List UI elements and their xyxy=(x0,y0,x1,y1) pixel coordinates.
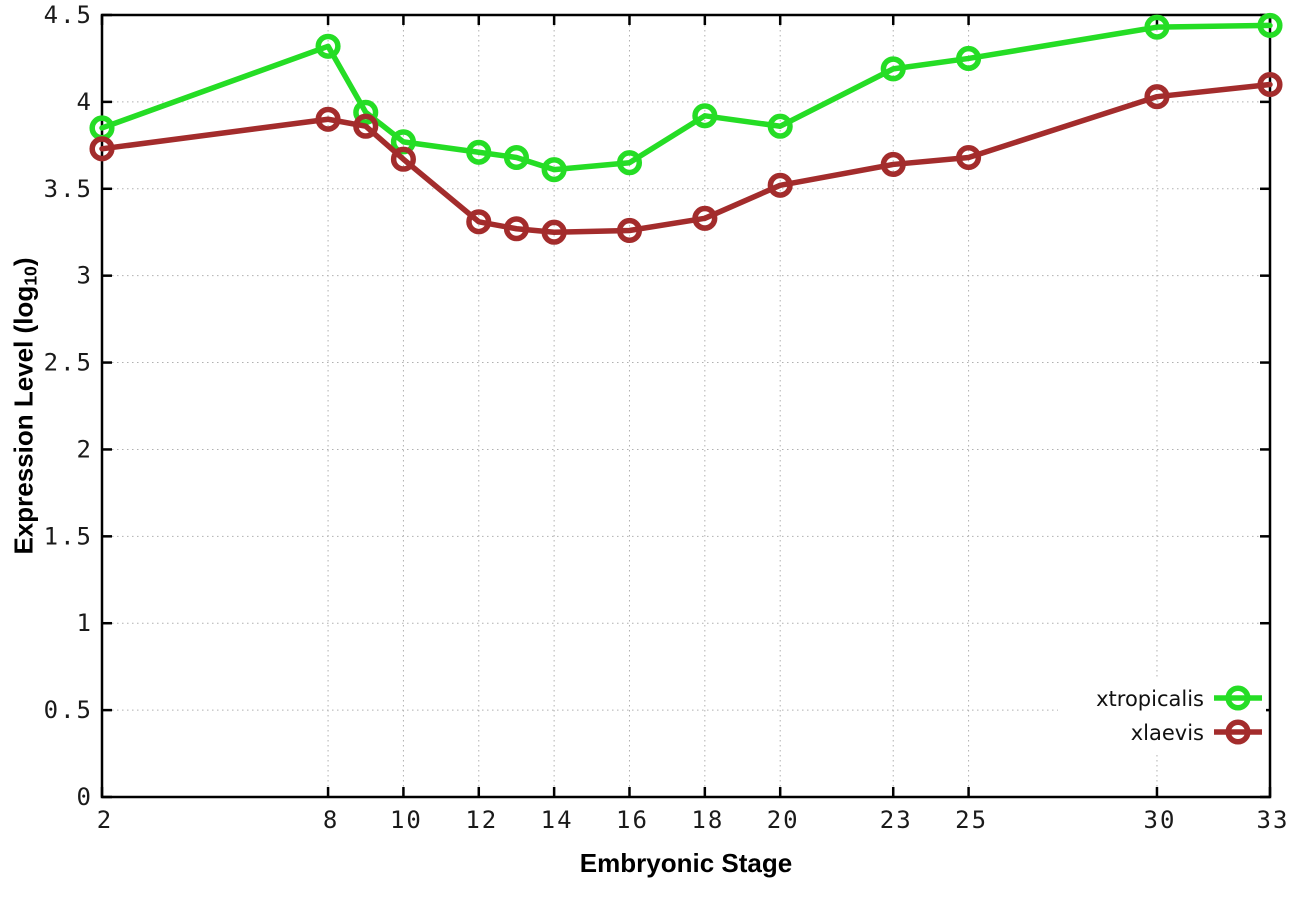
x-axis-title: Embryonic Stage xyxy=(579,848,793,878)
x-tick-label-25: 25 xyxy=(955,806,988,834)
marker-xtropicalis-stage-8 xyxy=(315,33,341,59)
y-tick-label-4.5: 4.5 xyxy=(44,1,93,29)
marker-xlaevis-stage-18 xyxy=(692,205,718,231)
marker-xlaevis-stage-14 xyxy=(541,219,567,245)
x-tick-label-2: 2 xyxy=(97,806,113,834)
marker-xlaevis-stage-13 xyxy=(503,216,530,242)
x-tick-label-14: 14 xyxy=(541,806,574,834)
legend-entry-xtropicalis: xtropicalis xyxy=(1096,685,1262,711)
y-tick-label-1.5: 1.5 xyxy=(44,522,93,550)
y-axis-title: Expression Level (log10) xyxy=(8,257,41,554)
x-tick-label-18: 18 xyxy=(691,806,724,834)
series-xtropicalis xyxy=(89,12,1283,183)
marker-xlaevis-stage-23 xyxy=(880,151,906,177)
plot-border xyxy=(100,13,1272,799)
marker-xlaevis-stage-2 xyxy=(89,136,115,162)
marker-xlaevis-stage-20 xyxy=(767,172,793,198)
x-tick-label-20: 20 xyxy=(767,806,800,834)
marker-xtropicalis-stage-30 xyxy=(1144,14,1170,40)
marker-xtropicalis-stage-9 xyxy=(353,99,379,125)
marker-xlaevis-stage-30 xyxy=(1144,84,1170,110)
y-tick-label-2.5: 2.5 xyxy=(44,349,93,377)
legend-entry-xlaevis: xlaevis xyxy=(1131,719,1262,745)
y-axis-title-text: Expression Level (log xyxy=(8,285,39,555)
marker-xtropicalis-stage-23 xyxy=(880,56,906,82)
legend-label-xlaevis: xlaevis xyxy=(1131,721,1204,745)
marker-xlaevis-stage-8 xyxy=(315,106,341,132)
legend-marker-icon-xlaevis xyxy=(1225,719,1251,745)
tick-marks xyxy=(100,13,1272,799)
marker-xtropicalis-stage-14 xyxy=(541,157,567,183)
y-tick-label-3.5: 3.5 xyxy=(44,175,93,203)
marker-xtropicalis-stage-13 xyxy=(503,144,530,171)
marker-xtropicalis-stage-33 xyxy=(1257,12,1283,38)
x-tick-label-33: 33 xyxy=(1257,806,1290,834)
marker-xlaevis-stage-33 xyxy=(1257,71,1283,98)
x-tick-label-16: 16 xyxy=(616,806,649,834)
marker-xlaevis-stage-12 xyxy=(466,209,492,235)
x-tick-label-12: 12 xyxy=(465,806,498,834)
x-tick-label-8: 8 xyxy=(323,806,339,834)
marker-xlaevis-stage-25 xyxy=(956,144,982,171)
series-line-xlaevis xyxy=(99,81,1273,235)
marker-xtropicalis-stage-12 xyxy=(466,139,492,165)
y-tick-label-4: 4 xyxy=(77,88,93,116)
y-tick-label-2: 2 xyxy=(77,435,93,463)
legend-marker-icon-xtropicalis xyxy=(1225,685,1251,711)
marker-xtropicalis-stage-20 xyxy=(767,113,793,139)
marker-xtropicalis-stage-16 xyxy=(616,150,643,176)
series-xlaevis xyxy=(89,71,1283,245)
legend-label-xtropicalis: xtropicalis xyxy=(1096,687,1204,711)
y-tick-label-0.5: 0.5 xyxy=(44,696,93,724)
marker-xtropicalis-stage-18 xyxy=(692,103,718,129)
tick-labels: 0 0.5 1 1.5 2 2.5 3 3.5 4 4.5 2 8 10 12 14 16 18 20 23 25 30… xyxy=(44,1,1290,834)
marker-xlaevis-stage-10 xyxy=(390,146,416,172)
x-tick-label-23: 23 xyxy=(880,806,913,834)
x-tick-label-10: 10 xyxy=(390,806,423,834)
y-tick-label-3: 3 xyxy=(77,262,93,290)
marker-xtropicalis-stage-25 xyxy=(956,45,982,71)
marker-xlaevis-stage-16 xyxy=(616,217,643,244)
series-line-xtropicalis xyxy=(99,22,1273,173)
x-tick-label-30: 30 xyxy=(1144,806,1177,834)
y-axis-title-subscript: 10 xyxy=(20,266,41,286)
marker-xlaevis-stage-9 xyxy=(353,113,379,139)
y-tick-label-0: 0 xyxy=(77,783,93,811)
y-tick-label-1: 1 xyxy=(77,609,93,637)
y-axis-title-suffix: ) xyxy=(8,257,39,267)
legend: xtropicalis xlaevis xyxy=(1058,678,1266,752)
